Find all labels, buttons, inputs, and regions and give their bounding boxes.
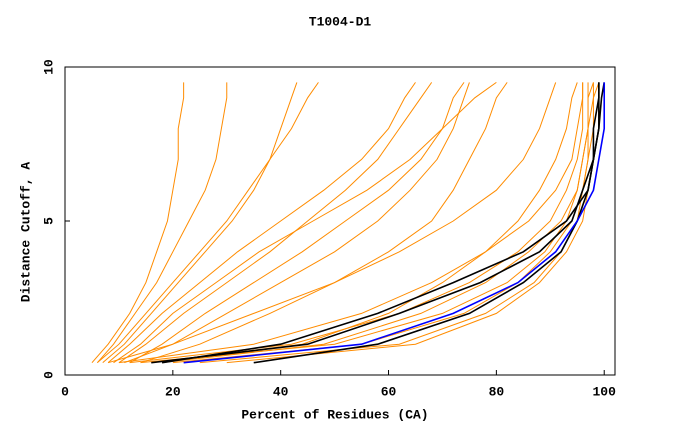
- plot-area: [91, 81, 606, 364]
- chart-title: T1004-D1: [309, 14, 372, 29]
- x-tick-label: 80: [489, 384, 505, 399]
- gdt-line: [91, 82, 185, 364]
- x-tick-label: 60: [381, 384, 397, 399]
- y-tick-label: 5: [41, 217, 56, 225]
- gdt-line: [113, 81, 497, 364]
- gdt-line: [140, 82, 508, 364]
- x-tick-label: 40: [273, 384, 289, 399]
- y-tick-label: 0: [41, 371, 56, 379]
- gdt-line: [162, 82, 600, 364]
- x-tick-label: 20: [165, 384, 181, 399]
- gdt-line: [118, 82, 584, 364]
- gdt-line: [97, 82, 319, 364]
- x-tick-label: 100: [593, 384, 617, 399]
- x-tick-label: 0: [61, 384, 69, 399]
- gdt-line: [107, 82, 557, 364]
- gdt-line: [96, 82, 228, 364]
- gdt-line: [129, 82, 465, 364]
- gdt-line: [124, 82, 470, 364]
- gdt-line: [118, 82, 433, 364]
- gdt-line: [161, 82, 600, 364]
- gdt-line: [107, 82, 416, 364]
- y-tick-label: 10: [41, 59, 56, 75]
- gdt-line: [151, 82, 600, 364]
- x-axis-label: Percent of Residues (CA): [241, 407, 428, 422]
- gdt-line: [183, 82, 606, 364]
- gdt-line: [129, 82, 584, 364]
- gdt-line: [151, 82, 578, 364]
- y-axis-label: Distance Cutoff, A: [18, 162, 33, 303]
- gdt-line: [102, 82, 298, 364]
